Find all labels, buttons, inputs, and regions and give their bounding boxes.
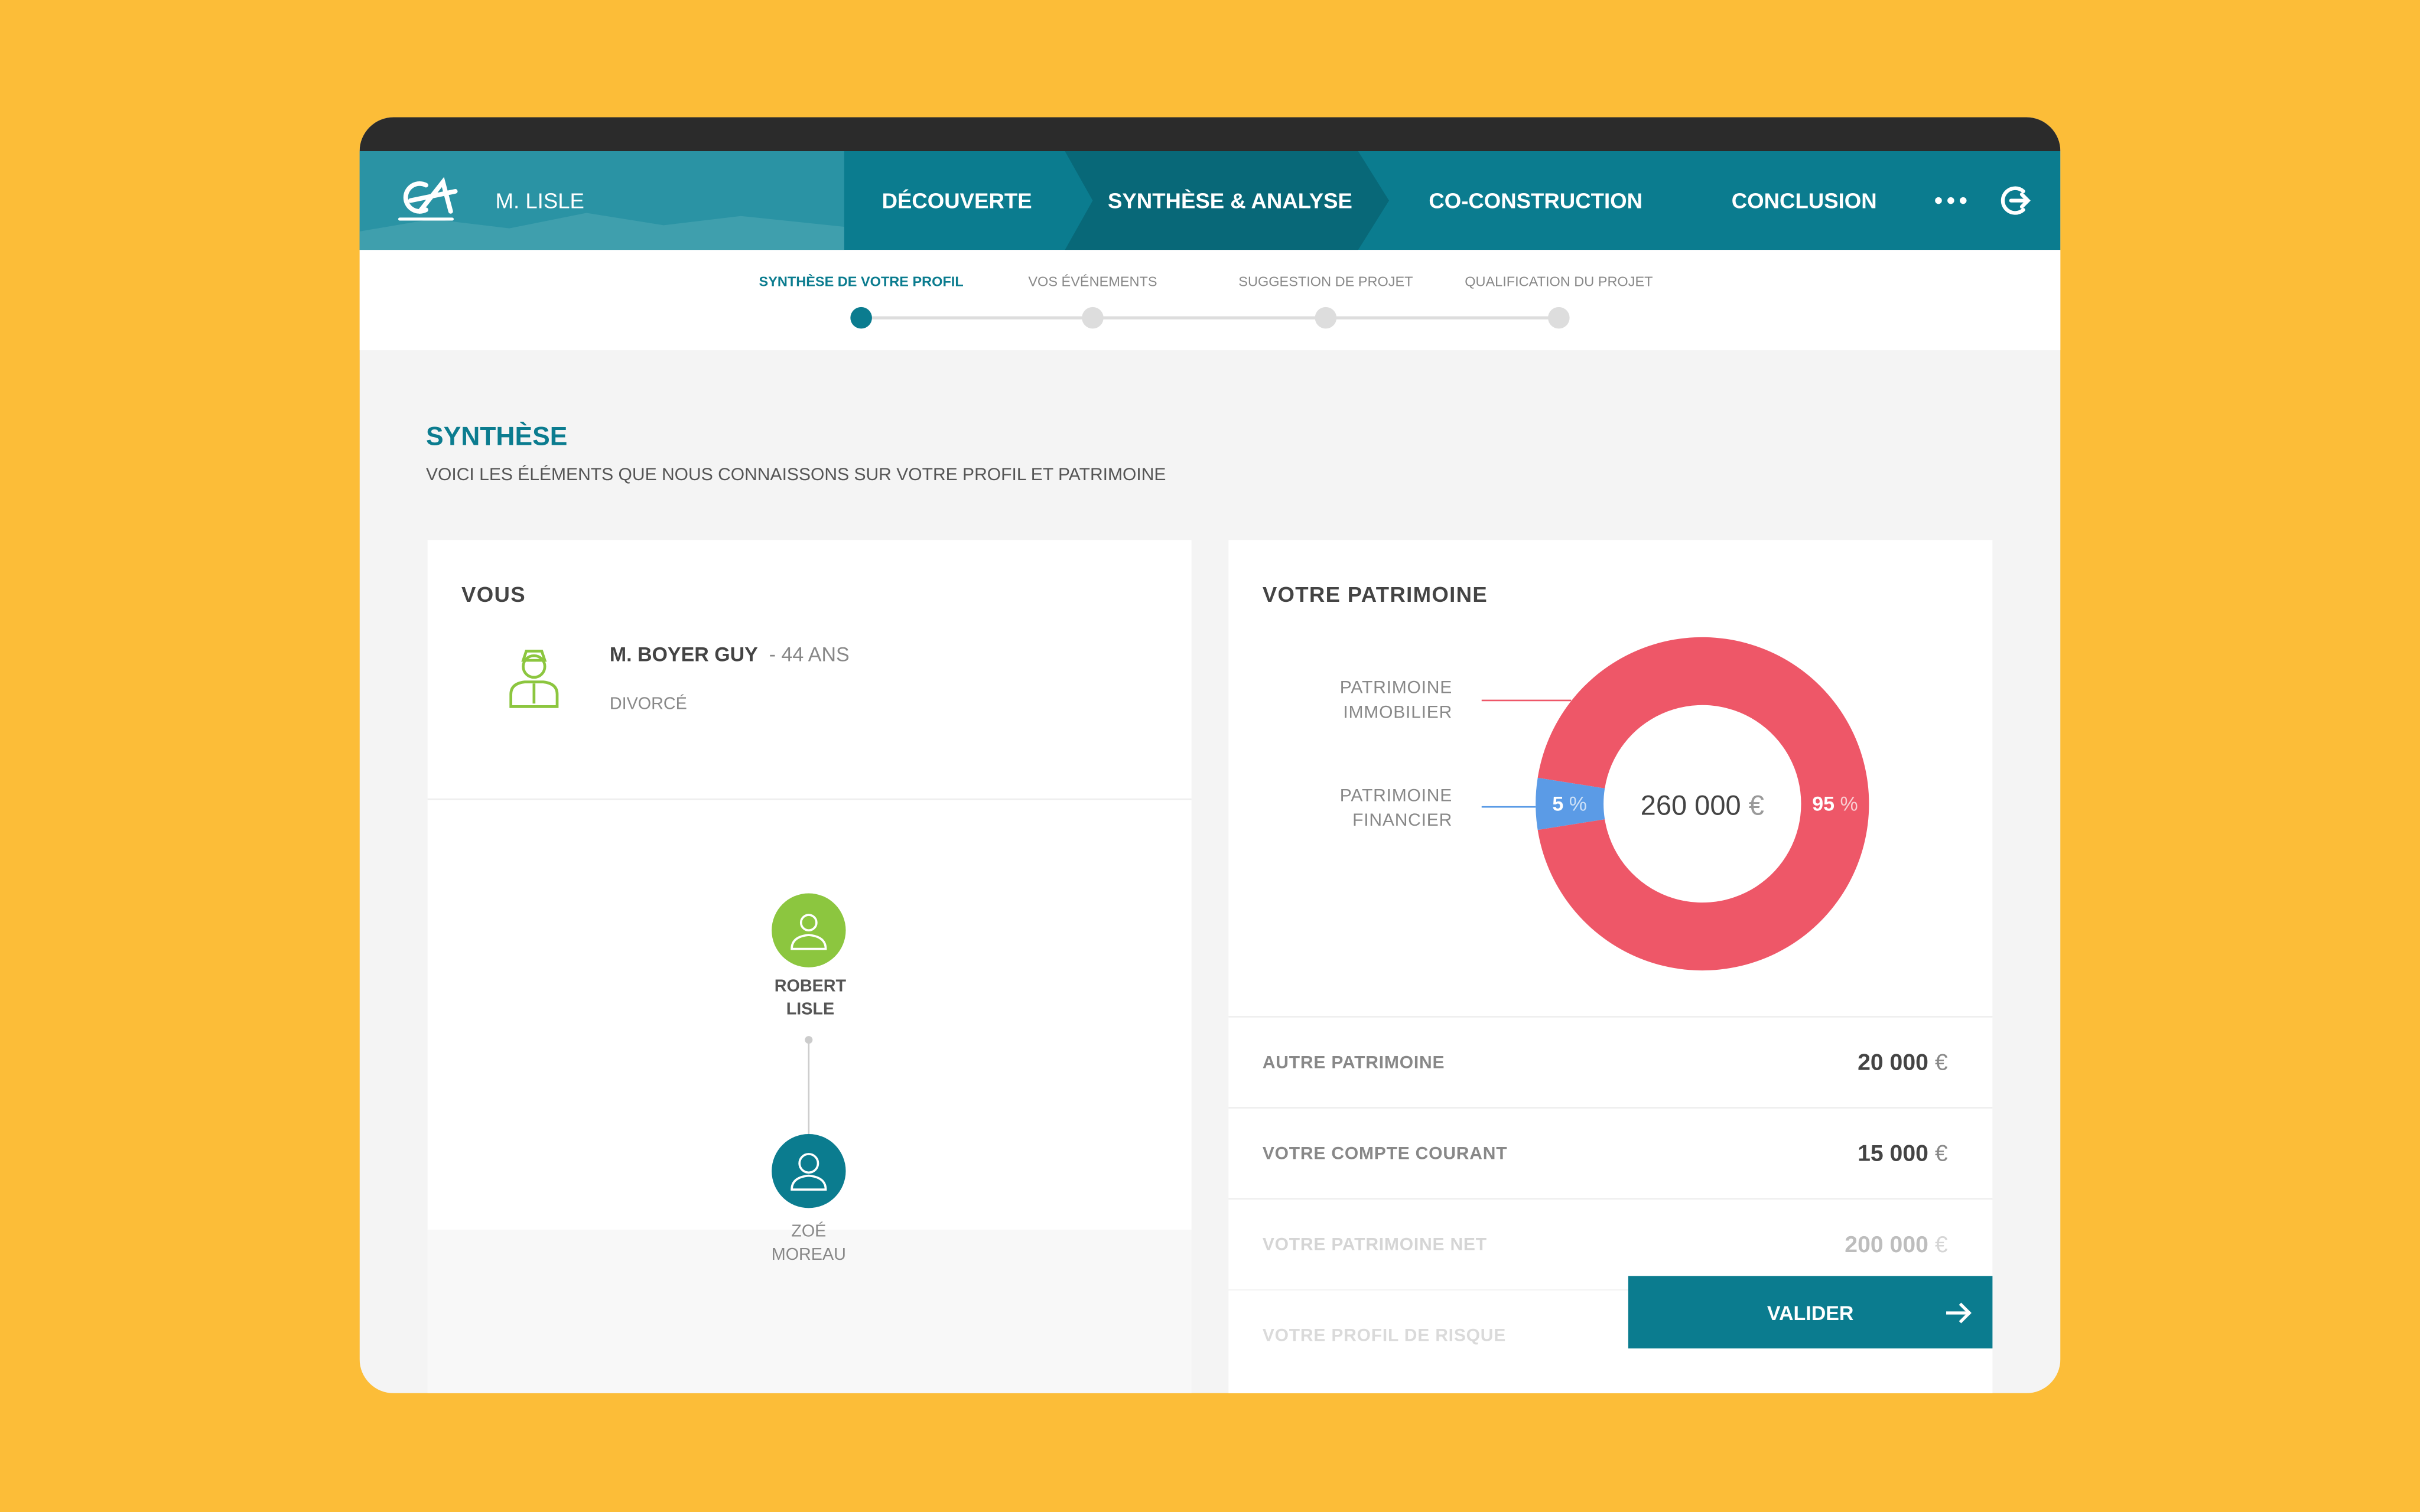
device (359, 117, 2061, 1393)
section-subtitle: VOICI LES ÉLÉMENTS QUE NOUS CONNAISSONS … (425, 466, 1166, 485)
tab[interactable]: SYNTHÈSE & ANALYSE (1107, 188, 1352, 213)
row-label: VOTRE PATRIMOINE NET (1262, 1236, 1487, 1255)
member-first: ROBERT (774, 977, 847, 996)
tab[interactable]: DÉCOUVERTE (882, 188, 1032, 213)
step-dot[interactable] (1082, 307, 1104, 329)
status-bar (359, 117, 2061, 151)
step-label[interactable]: VOS ÉVÉNEMENTS (1028, 273, 1157, 289)
segment-label: IMMOBILIER (1343, 703, 1453, 723)
percent-value: 95 (1812, 792, 1835, 816)
member-icon (791, 1153, 827, 1191)
donut (1536, 637, 1869, 971)
step-dot[interactable] (1548, 307, 1570, 329)
mountains (359, 213, 844, 250)
percent-unit: % (1569, 792, 1587, 816)
member-last: LISLE (786, 1001, 835, 1019)
member-avatar[interactable] (772, 1133, 846, 1208)
total-value: 260 000 (1640, 790, 1741, 821)
row-amount: 200 000 € (1845, 1233, 1947, 1256)
card-title: VOTRE PATRIMOINE (1262, 581, 1488, 607)
percent-value: 5 (1552, 792, 1564, 816)
stepper-bg (359, 250, 2061, 350)
arrow-icon (1946, 1302, 1972, 1324)
user-name: M. LISLE (495, 188, 584, 213)
currency: € (1748, 790, 1764, 821)
logo (398, 177, 458, 221)
segment-label: PATRIMOINE (1339, 787, 1453, 806)
family-node (805, 1036, 813, 1044)
segment-percent: 5 % (1552, 794, 1587, 814)
currency: € (1934, 1231, 1948, 1259)
step-label[interactable]: SUGGESTION DE PROJET (1238, 273, 1413, 289)
profile-status: DIVORCÉ (609, 695, 687, 714)
more-icon[interactable] (1935, 197, 1967, 204)
tab[interactable]: CONCLUSION (1731, 188, 1877, 213)
logout-icon[interactable] (2001, 186, 2031, 215)
validate-button[interactable] (1628, 1276, 1993, 1349)
step-dot[interactable] (1315, 307, 1337, 329)
segment-label: PATRIMOINE (1339, 679, 1453, 698)
active-tab[interactable] (1065, 151, 1390, 250)
step-label[interactable]: QUALIFICATION DU PROJET (1465, 273, 1653, 289)
profile-name-line: M. BOYER GUY - 44 ANS (610, 644, 850, 664)
tab[interactable]: CO-CONSTRUCTION (1429, 188, 1642, 213)
row-label: AUTRE PATRIMOINE (1262, 1054, 1445, 1073)
section-title: SYNTHÈSE (425, 422, 568, 452)
card-title: VOUS (461, 581, 526, 607)
row-amount: 20 000 € (1858, 1051, 1948, 1074)
step-dot[interactable] (850, 307, 872, 329)
button-label[interactable]: VALIDER (1767, 1301, 1854, 1325)
person-icon (509, 650, 559, 708)
amount: 200 000 (1845, 1231, 1928, 1259)
donut-segment (1537, 637, 1869, 971)
step-label[interactable]: SYNTHÈSE DE VOTRE PROFIL (759, 273, 964, 289)
member-last: MOREAU (771, 1246, 846, 1265)
member-icon (791, 914, 827, 950)
row-label: VOTRE COMPTE COURANT (1262, 1145, 1508, 1164)
profile-name: M. BOYER GUY (609, 642, 758, 666)
row-label: VOTRE PROFIL DE RISQUE (1262, 1327, 1507, 1346)
donut-total: 260 000 € (1641, 791, 1764, 819)
donut-segment (1536, 777, 1605, 830)
segment-percent: 95 % (1812, 794, 1858, 814)
member-first: ZOÉ (791, 1223, 827, 1241)
percent-unit: % (1840, 792, 1858, 816)
row-amount: 15 000 € (1858, 1142, 1948, 1165)
currency: € (1934, 1050, 1948, 1077)
amount: 20 000 (1858, 1050, 1928, 1077)
currency: € (1934, 1140, 1948, 1168)
amount: 15 000 (1858, 1140, 1928, 1168)
segment-label: FINANCIER (1352, 812, 1453, 831)
profile-age: - 44 ANS (769, 642, 850, 666)
profile-card-foot (427, 1229, 1192, 1393)
